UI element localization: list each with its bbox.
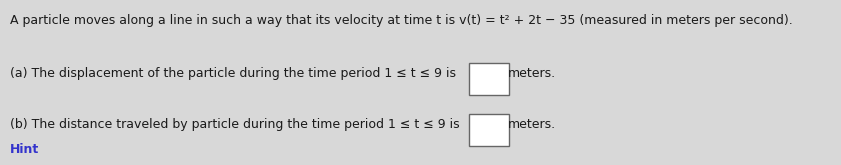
FancyBboxPatch shape (469, 114, 510, 146)
Text: (b) The distance traveled by particle during the time period 1 ≤ t ≤ 9 is: (b) The distance traveled by particle du… (10, 118, 459, 131)
Text: meters.: meters. (508, 66, 556, 80)
Text: (a) The displacement of the particle during the time period 1 ≤ t ≤ 9 is: (a) The displacement of the particle dur… (10, 66, 456, 80)
Text: Hint: Hint (10, 143, 39, 156)
Text: A particle moves along a line in such a way that its velocity at time t is v(t) : A particle moves along a line in such a … (10, 14, 792, 27)
Text: meters.: meters. (508, 118, 556, 131)
FancyBboxPatch shape (469, 63, 510, 95)
